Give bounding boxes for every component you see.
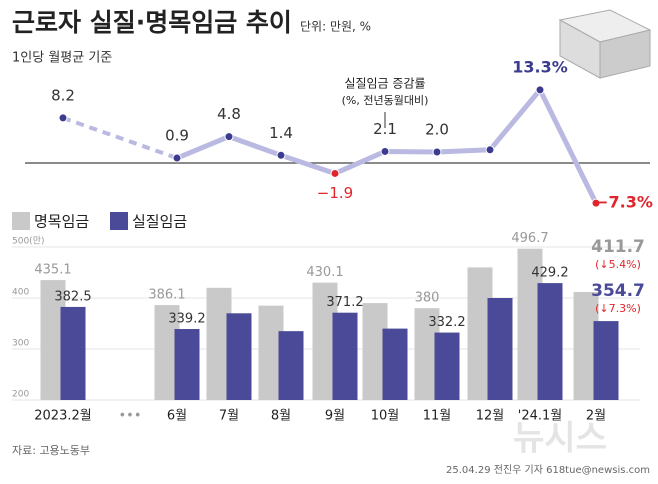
x-tick-label: 9월 — [325, 409, 345, 424]
bar — [226, 313, 252, 400]
change-annotation: (↓7.3%) — [595, 302, 641, 315]
bar-value-label: 435.1 — [34, 263, 71, 278]
line-annotation: 실질임금 증감률 — [344, 77, 425, 91]
x-tick-label: 8월 — [271, 409, 291, 424]
line-value-label: −1.9 — [317, 184, 353, 202]
line-point — [535, 85, 545, 95]
x-tick-label: 6월 — [167, 409, 187, 424]
x-tick-label: 11월 — [423, 409, 452, 424]
bar-value-label: 429.2 — [531, 266, 568, 281]
y-tick-label: 200 — [12, 390, 29, 400]
line-point — [58, 113, 68, 123]
legend-label: 명목임금 — [34, 213, 89, 231]
x-tick-label: 12월 — [476, 409, 505, 424]
box-icon — [558, 9, 652, 79]
bar-value-label: 382.5 — [54, 289, 91, 304]
x-tick-label: 2월 — [586, 409, 606, 424]
change-annotation: (↓5.4%) — [595, 258, 641, 271]
gap-connector — [62, 116, 178, 160]
legend-swatch — [12, 212, 30, 230]
bar-value-label: 411.7 — [591, 237, 645, 257]
bar — [332, 312, 358, 400]
line-point — [485, 145, 495, 155]
x-tick-label: 2023.2월 — [34, 409, 91, 424]
line-point — [276, 150, 286, 160]
subtitle: 1인당 월평균 기준 — [12, 51, 112, 66]
legend-label: 실질임금 — [132, 213, 187, 231]
legend-swatch — [110, 212, 128, 230]
y-tick-label: 500(만) — [12, 236, 44, 247]
line-value-label: 8.2 — [51, 86, 75, 104]
line-point — [172, 153, 182, 163]
line-value-label: 1.4 — [269, 124, 293, 142]
bar — [593, 321, 619, 400]
x-tick-label: 10월 — [371, 409, 400, 424]
bar — [174, 329, 200, 400]
line-point — [432, 147, 442, 157]
line-value-label: 4.8 — [217, 105, 241, 123]
bar-value-label: 332.2 — [428, 315, 465, 330]
y-tick-label: 400 — [12, 288, 29, 298]
bar — [382, 328, 408, 400]
bar — [537, 283, 563, 400]
line-point — [591, 198, 601, 208]
y-tick-label: 300 — [12, 339, 29, 349]
bar-value-label: 339.2 — [168, 312, 205, 327]
line-point — [224, 132, 234, 142]
line-value-label: −7.3% — [595, 193, 653, 212]
line-value-label: 2.0 — [425, 121, 449, 139]
unit: 단위: 만원, % — [300, 20, 371, 34]
line-value-label: 13.3% — [512, 57, 568, 76]
title: 근로자 실질·명목임금 추이 — [12, 8, 292, 37]
x-tick-label: 7월 — [219, 409, 239, 424]
line-annotation: (%, 전년동월대비) — [342, 94, 429, 107]
x-tick-label: '24.1월 — [518, 409, 562, 424]
watermark: 뉴시스 — [513, 419, 607, 459]
x-tick-label: ••• — [118, 409, 141, 424]
bar-value-label: 496.7 — [511, 231, 548, 246]
line-value-label: 2.1 — [373, 120, 397, 138]
bar — [60, 306, 86, 400]
line-value-label: 0.9 — [165, 127, 189, 145]
credit: 25.04.29 전진우 기자 618tue@newsis.com — [446, 464, 650, 476]
bar — [434, 332, 460, 400]
bar — [487, 298, 513, 400]
bar-value-label: 430.1 — [306, 265, 343, 280]
bar-value-label: 386.1 — [148, 288, 185, 303]
bar-value-label: 380 — [415, 291, 440, 306]
bar-value-label: 354.7 — [591, 281, 645, 301]
line-point — [330, 168, 340, 178]
bar-value-label: 371.2 — [326, 295, 363, 310]
bar — [278, 331, 304, 400]
source: 자료: 고용노동부 — [12, 444, 90, 457]
line-point — [380, 146, 390, 156]
